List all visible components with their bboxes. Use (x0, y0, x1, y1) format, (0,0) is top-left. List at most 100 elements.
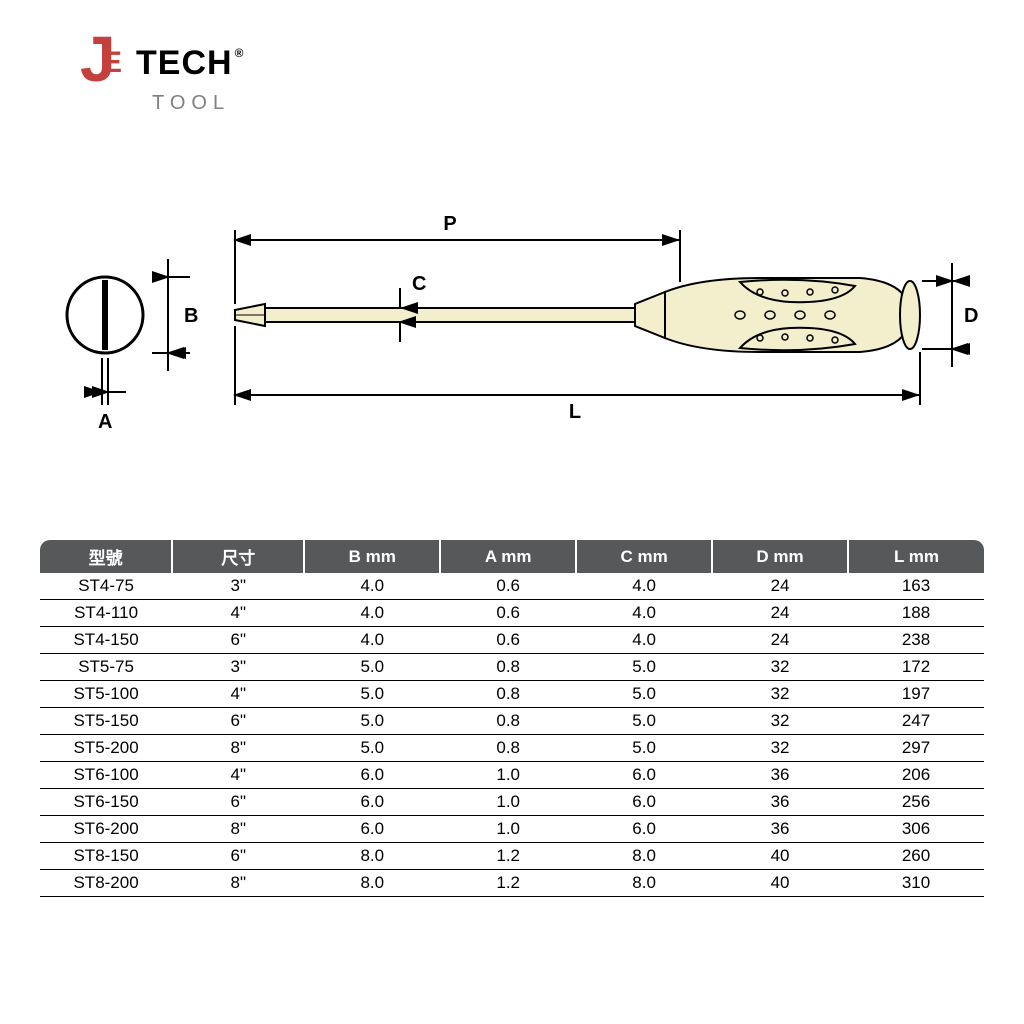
table-cell: 8.0 (576, 870, 712, 897)
dim-label-b: B (184, 305, 198, 327)
table-cell: ST5-150 (40, 708, 172, 735)
col-header: C mm (576, 540, 712, 573)
table-cell: 24 (712, 600, 848, 627)
table-cell: 5.0 (576, 735, 712, 762)
table-cell: 24 (712, 627, 848, 654)
table-row: ST5-753"5.00.85.032172 (40, 654, 984, 681)
table-cell: 0.8 (440, 681, 576, 708)
table-cell: 4" (172, 681, 304, 708)
table-cell: 32 (712, 654, 848, 681)
table-row: ST4-1506"4.00.64.024238 (40, 627, 984, 654)
table-cell: 6" (172, 627, 304, 654)
table-cell: 0.6 (440, 600, 576, 627)
table-cell: 1.0 (440, 789, 576, 816)
spec-table-head: 型號尺寸B mmA mmC mmD mmL mm (40, 540, 984, 573)
table-cell: 256 (848, 789, 984, 816)
table-cell: 32 (712, 681, 848, 708)
table-cell: 188 (848, 600, 984, 627)
dim-c: C (385, 273, 430, 342)
table-row: ST6-1004"6.01.06.036206 (40, 762, 984, 789)
table-row: ST5-1506"5.00.85.032247 (40, 708, 984, 735)
table-cell: 40 (712, 870, 848, 897)
table-cell: 8" (172, 870, 304, 897)
dim-label-c: C (412, 273, 426, 295)
col-header: A mm (440, 540, 576, 573)
table-row: ST8-2008"8.01.28.040310 (40, 870, 984, 897)
col-header: B mm (304, 540, 440, 573)
table-cell: 8.0 (304, 870, 440, 897)
table-cell: 163 (848, 573, 984, 600)
table-cell: 3" (172, 654, 304, 681)
table-cell: 6.0 (576, 762, 712, 789)
table-cell: 5.0 (576, 708, 712, 735)
dim-label-d: D (964, 305, 978, 327)
spec-table: 型號尺寸B mmA mmC mmD mmL mm ST4-753"4.00.64… (40, 540, 984, 897)
table-cell: 260 (848, 843, 984, 870)
tip-cross-section: B A (67, 259, 198, 433)
table-cell: 0.6 (440, 627, 576, 654)
table-cell: 32 (712, 708, 848, 735)
table-cell: 0.8 (440, 654, 576, 681)
table-cell: 4" (172, 762, 304, 789)
table-cell: 4.0 (304, 573, 440, 600)
table-cell: ST4-75 (40, 573, 172, 600)
col-header: 型號 (40, 540, 172, 573)
table-cell: 197 (848, 681, 984, 708)
table-cell: 1.0 (440, 762, 576, 789)
table-cell: 4.0 (576, 627, 712, 654)
table-cell: 6.0 (304, 762, 440, 789)
table-cell: 5.0 (304, 735, 440, 762)
table-cell: 306 (848, 816, 984, 843)
brand-logo: J E TECH ® TOOL (80, 40, 244, 115)
table-cell: 247 (848, 708, 984, 735)
table-cell: ST4-110 (40, 600, 172, 627)
dim-label-l: L (569, 401, 581, 423)
table-cell: 6" (172, 789, 304, 816)
table-cell: ST6-150 (40, 789, 172, 816)
table-cell: 5.0 (304, 708, 440, 735)
table-row: ST8-1506"8.01.28.040260 (40, 843, 984, 870)
table-cell: 1.0 (440, 816, 576, 843)
table-cell: 36 (712, 762, 848, 789)
table-cell: 0.8 (440, 735, 576, 762)
table-cell: 0.8 (440, 708, 576, 735)
table-cell: 5.0 (576, 654, 712, 681)
table-cell: 8" (172, 816, 304, 843)
table-cell: 8.0 (576, 843, 712, 870)
table-row: ST4-753"4.00.64.024163 (40, 573, 984, 600)
table-cell: ST5-200 (40, 735, 172, 762)
table-cell: 6" (172, 708, 304, 735)
table-cell: 206 (848, 762, 984, 789)
table-cell: 5.0 (304, 654, 440, 681)
screwdriver-side-view (235, 278, 920, 352)
logo-word-tool: TOOL (152, 92, 244, 115)
table-cell: 6.0 (304, 816, 440, 843)
table-cell: ST5-100 (40, 681, 172, 708)
table-cell: 24 (712, 573, 848, 600)
table-row: ST6-2008"6.01.06.036306 (40, 816, 984, 843)
table-cell: 310 (848, 870, 984, 897)
logo-je-mark: J E (80, 40, 128, 104)
registered-mark: ® (235, 46, 245, 60)
col-header: D mm (712, 540, 848, 573)
table-row: ST4-1104"4.00.64.024188 (40, 600, 984, 627)
table-cell: 36 (712, 816, 848, 843)
table-row: ST6-1506"6.01.06.036256 (40, 789, 984, 816)
table-cell: 32 (712, 735, 848, 762)
dim-d: D (922, 263, 978, 367)
spec-table-body: ST4-753"4.00.64.024163ST4-1104"4.00.64.0… (40, 573, 984, 897)
table-cell: 36 (712, 789, 848, 816)
logo-letter-e: E (102, 46, 123, 80)
table-cell: ST6-100 (40, 762, 172, 789)
table-row: ST5-1004"5.00.85.032197 (40, 681, 984, 708)
dim-label-a: A (98, 411, 112, 433)
col-header: 尺寸 (172, 540, 304, 573)
table-cell: ST8-150 (40, 843, 172, 870)
dim-label-p: P (443, 213, 456, 235)
table-cell: 297 (848, 735, 984, 762)
dim-p: P (235, 213, 680, 304)
table-cell: 4.0 (576, 573, 712, 600)
table-cell: 8" (172, 735, 304, 762)
screwdriver-diagram: B A (40, 200, 980, 440)
table-cell: 6.0 (576, 816, 712, 843)
